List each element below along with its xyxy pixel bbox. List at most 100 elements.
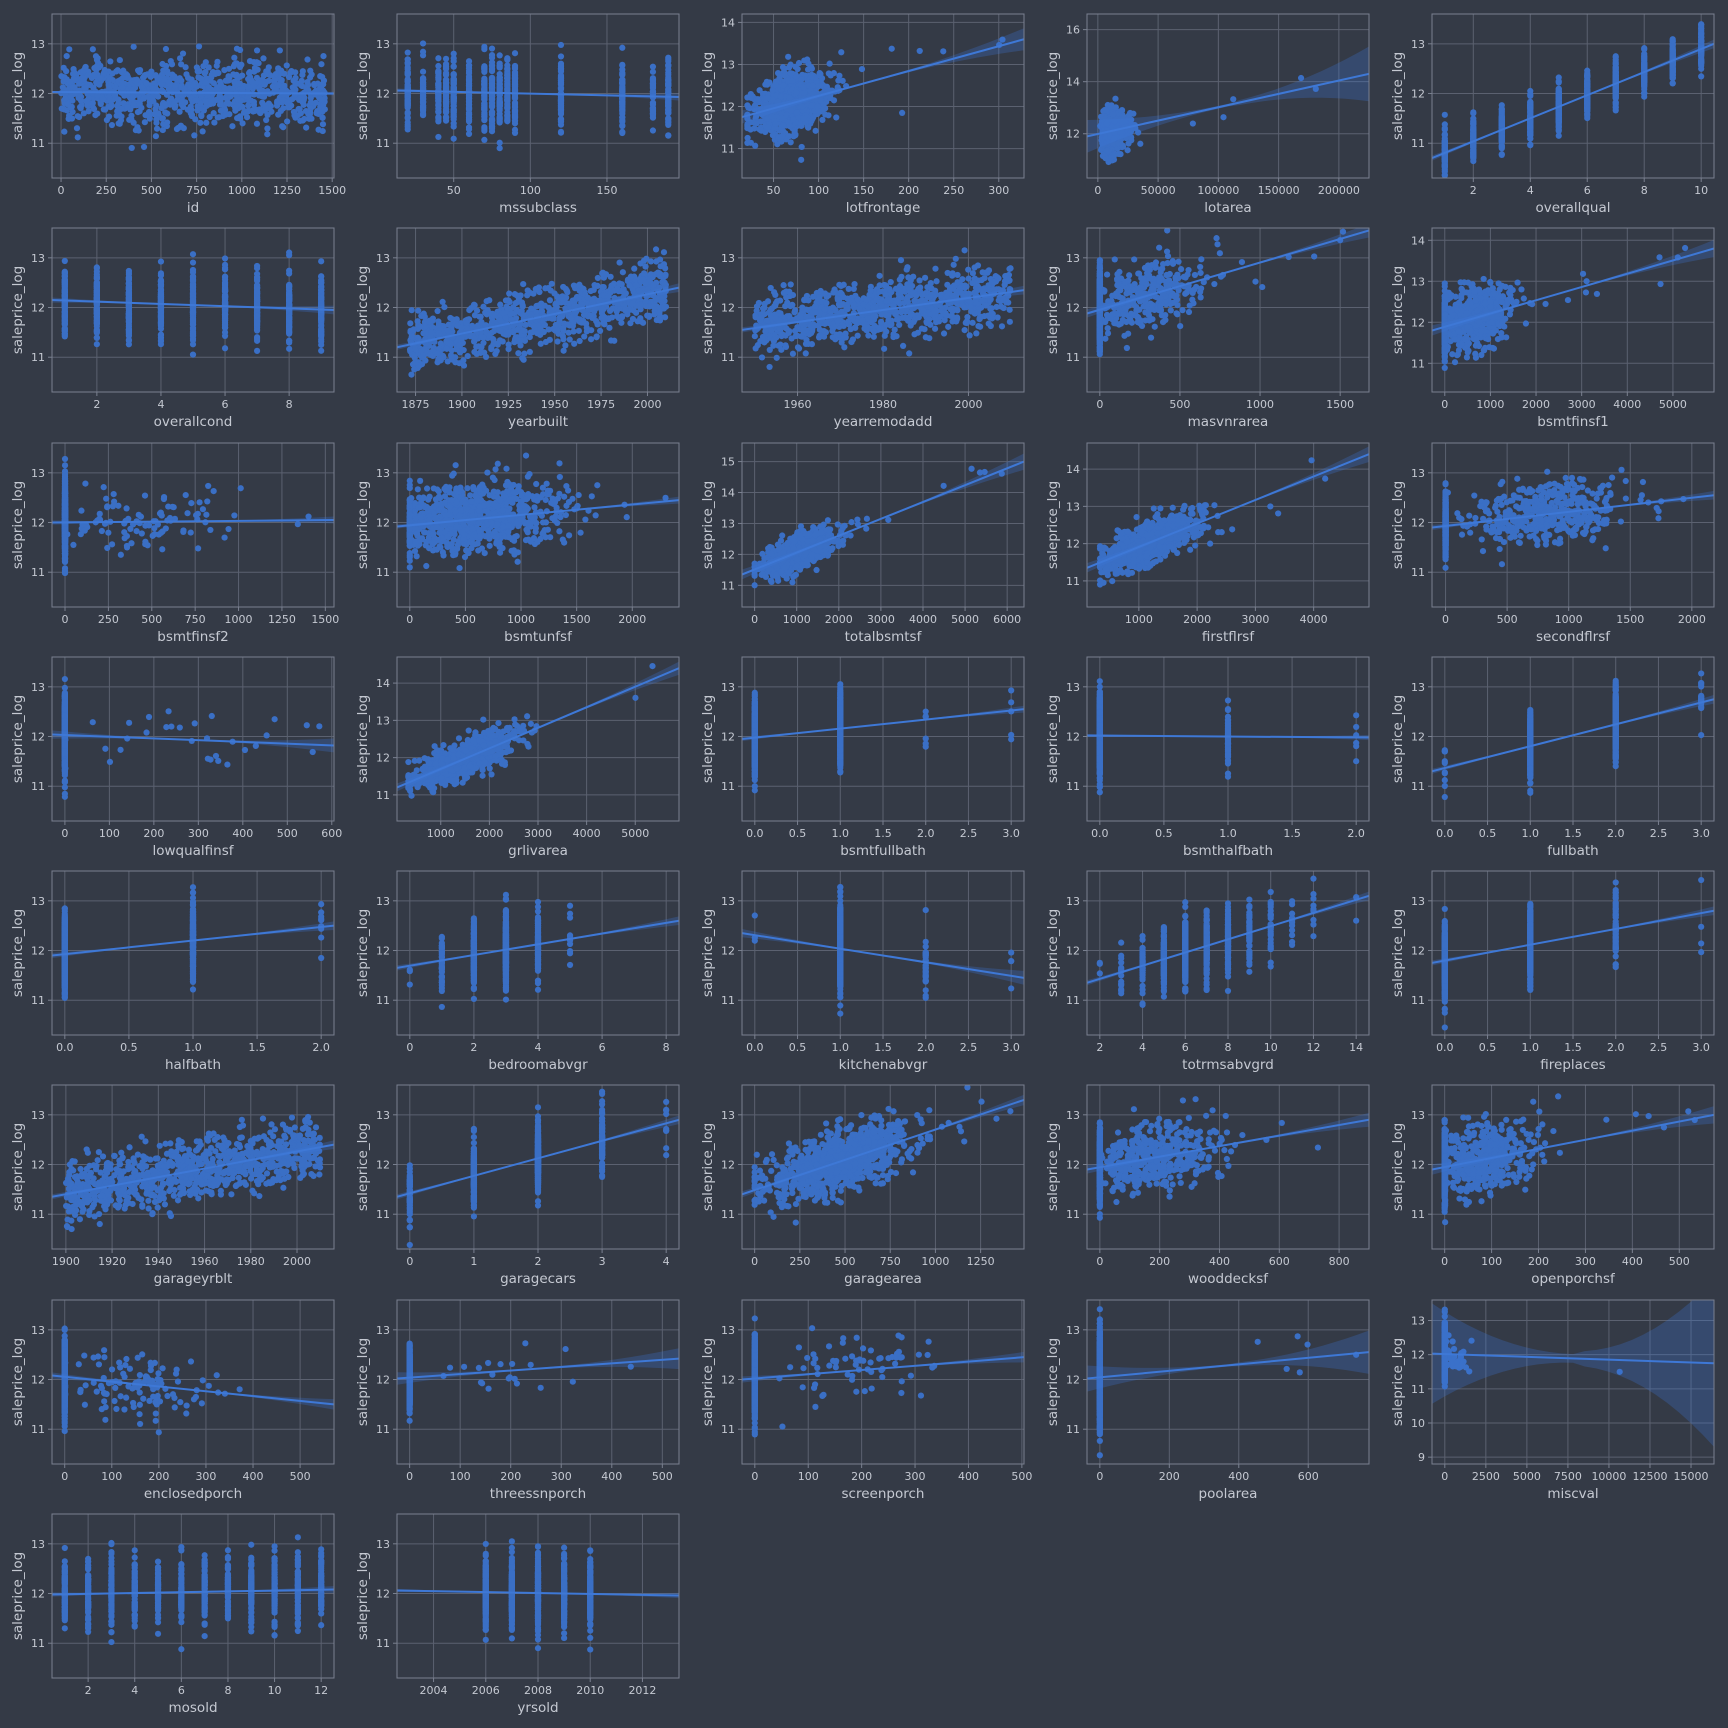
data-point — [435, 102, 442, 109]
y-axis-label: saleprice_log — [1390, 52, 1406, 140]
data-point — [130, 43, 137, 50]
data-point — [106, 76, 113, 83]
x-tick-label: 0 — [1094, 184, 1101, 197]
data-point — [1230, 96, 1237, 103]
data-point — [815, 108, 822, 115]
data-point — [99, 96, 107, 103]
data-point — [151, 111, 158, 118]
data-point — [798, 143, 805, 151]
data-point — [619, 79, 626, 86]
data-point — [435, 114, 442, 121]
data-point — [435, 97, 442, 104]
data-point — [1612, 95, 1619, 102]
data-point — [130, 119, 137, 126]
x-tick-label: 250 — [96, 184, 117, 197]
x-tick-label: 1500 — [318, 184, 346, 197]
data-point — [139, 74, 147, 81]
data-point — [511, 75, 519, 82]
data-point — [557, 129, 565, 136]
data-point — [253, 120, 261, 127]
data-point — [496, 64, 503, 71]
data-point — [141, 119, 148, 126]
y-tick-label: 16 — [1066, 24, 1080, 37]
data-point — [450, 63, 457, 70]
data-point — [71, 84, 78, 91]
data-point — [62, 95, 69, 102]
x-tick-label: 50000 — [1141, 184, 1176, 197]
data-point — [105, 81, 112, 88]
data-point — [96, 74, 104, 82]
data-point — [557, 100, 565, 107]
data-point — [253, 337, 261, 344]
data-point — [649, 108, 657, 115]
data-point — [93, 341, 100, 348]
data-point — [488, 62, 496, 69]
data-point — [488, 52, 496, 59]
data-point — [793, 73, 800, 80]
data-point — [118, 105, 125, 112]
data-point — [173, 125, 181, 133]
data-point — [450, 135, 457, 142]
x-tick-label: 100 — [520, 184, 541, 197]
data-point — [130, 101, 137, 108]
data-point — [404, 59, 411, 66]
data-point — [787, 61, 794, 68]
data-point — [442, 63, 450, 70]
data-point — [93, 63, 100, 70]
x-tick-label: 200000 — [1318, 184, 1360, 197]
data-point — [148, 68, 155, 75]
data-point — [1584, 100, 1591, 108]
data-point — [450, 58, 457, 65]
data-point — [1669, 80, 1676, 87]
data-point — [136, 68, 143, 76]
data-point — [827, 72, 834, 79]
x-tick-label: 2 — [1470, 184, 1477, 197]
data-point — [94, 55, 101, 62]
data-point — [488, 117, 496, 124]
data-point — [465, 98, 473, 106]
confidence-band — [397, 88, 679, 101]
data-point — [94, 92, 101, 99]
data-point — [192, 97, 199, 104]
data-point — [999, 36, 1006, 43]
data-point — [799, 103, 806, 110]
data-point — [1441, 121, 1448, 128]
data-point — [1555, 121, 1562, 128]
data-point — [419, 75, 427, 82]
subplot-id: 0 250 500 750 1000 1250 1500111213idsaleprice_… — [10, 13, 346, 216]
data-point — [226, 86, 233, 94]
data-point — [511, 113, 519, 121]
data-point — [1470, 120, 1477, 127]
data-point — [619, 99, 626, 107]
data-point — [442, 99, 450, 106]
data-point — [252, 106, 259, 113]
data-point — [202, 98, 209, 105]
data-point — [816, 69, 823, 77]
x-tick-label: 0 — [58, 184, 65, 197]
x-tick-label: 1250 — [273, 184, 301, 197]
data-point — [128, 144, 135, 152]
data-point — [320, 52, 327, 60]
data-point — [90, 104, 97, 111]
data-point — [1641, 90, 1648, 97]
data-point — [665, 121, 672, 129]
x-axis-label: lotfrontage — [846, 200, 921, 216]
data-point — [496, 145, 503, 152]
data-point — [103, 116, 110, 124]
data-point — [504, 86, 511, 93]
data-point — [1470, 126, 1477, 133]
data-point — [511, 85, 519, 92]
data-point — [557, 110, 565, 118]
data-point — [753, 113, 760, 120]
data-point — [275, 111, 282, 118]
data-point — [784, 77, 792, 84]
data-point — [496, 110, 503, 118]
data-point — [778, 138, 785, 145]
data-point — [809, 115, 816, 122]
x-tick-label: 1000 — [228, 184, 256, 197]
data-point — [100, 69, 108, 77]
data-point — [60, 64, 67, 71]
data-point — [108, 121, 116, 129]
